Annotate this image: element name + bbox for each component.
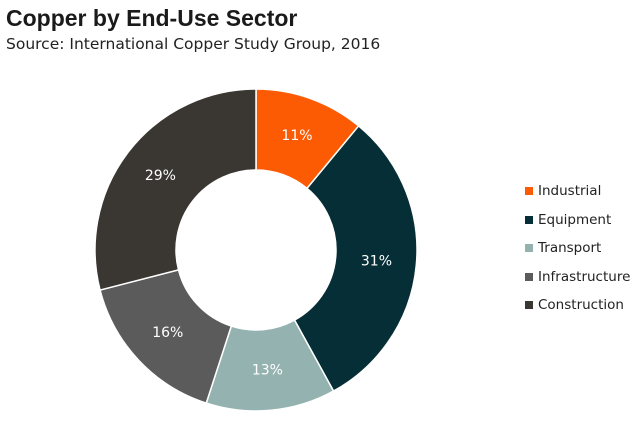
slice-infrastructure xyxy=(99,268,233,405)
slice-equipment xyxy=(293,124,418,393)
legend-item-transport: Transport xyxy=(525,234,643,263)
legend-label-industrial: Industrial xyxy=(538,183,602,200)
data-label-equipment: 31% xyxy=(361,253,392,269)
slice-construction xyxy=(94,88,257,291)
legend-label-infrastructure: Infrastructure xyxy=(538,268,631,285)
legend-swatch-industrial xyxy=(525,187,533,196)
chart-title: Copper by End-Use Sector xyxy=(6,5,298,31)
data-label-infrastructure: 16% xyxy=(152,325,183,341)
legend-label-construction: Construction xyxy=(538,297,624,314)
legend-swatch-transport xyxy=(525,244,533,253)
data-label-construction: 29% xyxy=(145,168,176,184)
legend-item-equipment: Equipment xyxy=(525,206,643,235)
legend-item-construction: Construction xyxy=(525,291,643,320)
legend-swatch-infrastructure xyxy=(525,272,533,281)
data-label-transport: 13% xyxy=(252,362,283,378)
data-label-industrial: 11% xyxy=(281,128,312,144)
legend-label-transport: Transport xyxy=(538,240,602,257)
legend-item-infrastructure: Infrastructure xyxy=(525,263,643,292)
chart-subtitle: Source: International Copper Study Group… xyxy=(6,35,381,53)
legend-swatch-equipment xyxy=(525,215,533,224)
chart-legend: Industrial Equipment Transport Infrastru… xyxy=(525,177,643,320)
legend-swatch-construction xyxy=(525,301,533,310)
legend-label-equipment: Equipment xyxy=(538,211,612,228)
legend-item-industrial: Industrial xyxy=(525,177,643,206)
